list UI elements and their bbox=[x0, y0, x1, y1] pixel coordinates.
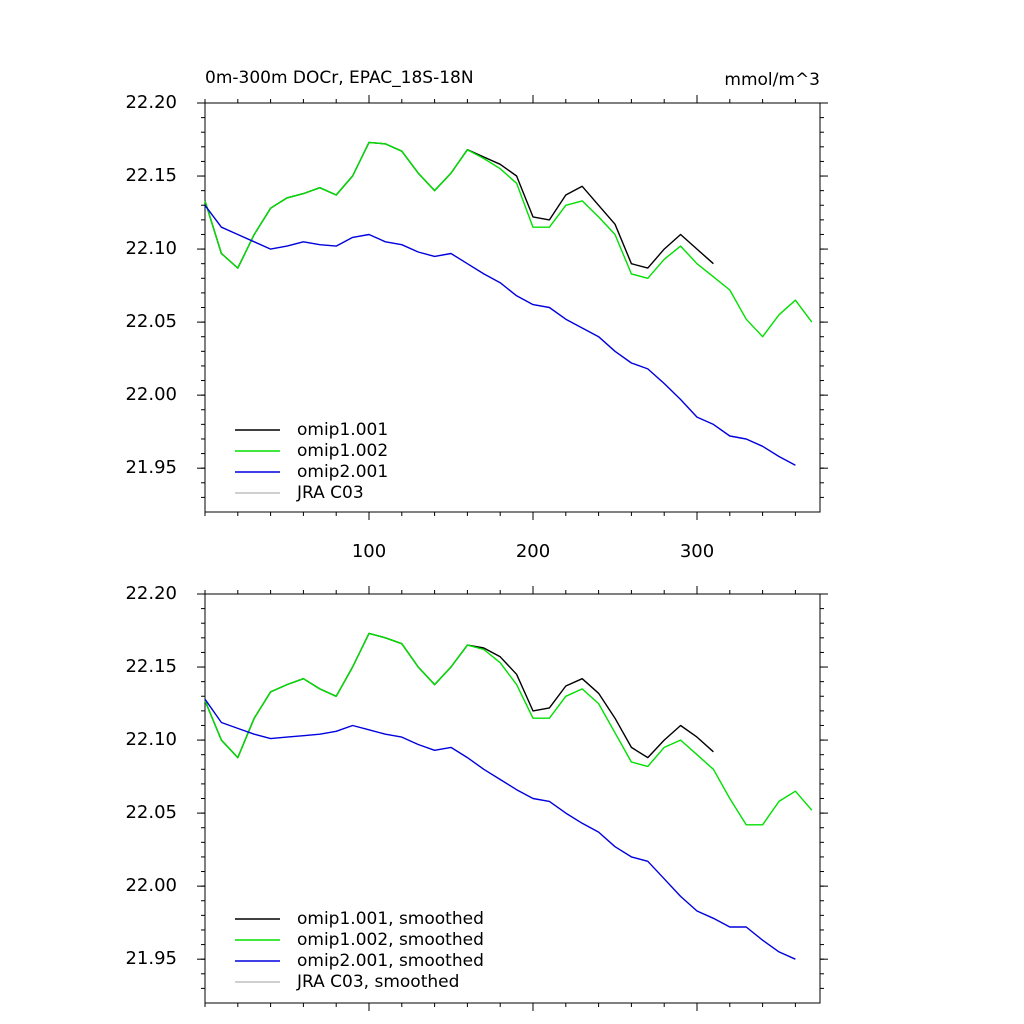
legend-label: omip1.001 bbox=[297, 420, 388, 440]
series-line bbox=[204, 141, 813, 338]
y-tick-label: 22.00 bbox=[125, 384, 177, 405]
legend-label: JRA C03, smoothed bbox=[296, 972, 459, 992]
legend-label: omip2.001 bbox=[297, 462, 388, 482]
y-tick-label: 22.15 bbox=[125, 656, 177, 677]
series-line bbox=[204, 632, 714, 759]
y-tick-label: 22.20 bbox=[125, 92, 177, 113]
legend-label: omip1.002 bbox=[297, 441, 388, 461]
y-tick-label: 22.10 bbox=[125, 238, 177, 259]
series-line bbox=[204, 204, 796, 466]
y-tick-label: 21.95 bbox=[125, 457, 177, 478]
legend-label: omip1.002, smoothed bbox=[297, 930, 484, 950]
x-tick-label: 200 bbox=[516, 541, 550, 562]
y-tick-label: 22.05 bbox=[125, 311, 177, 332]
y-tick-label: 22.00 bbox=[125, 875, 177, 896]
y-tick-label: 22.05 bbox=[125, 802, 177, 823]
y-tick-label: 21.95 bbox=[125, 948, 177, 969]
y-tick-label: 22.10 bbox=[125, 729, 177, 750]
x-tick-label: 100 bbox=[352, 541, 386, 562]
x-tick-label: 300 bbox=[680, 541, 714, 562]
legend-label: omip2.001, smoothed bbox=[297, 951, 484, 971]
series-line bbox=[204, 698, 796, 960]
legend-label: omip1.001, smoothed bbox=[297, 909, 484, 929]
series-line bbox=[204, 632, 813, 826]
units-label: mmol/m^3 bbox=[724, 70, 820, 90]
y-tick-label: 22.15 bbox=[125, 165, 177, 186]
chart-title: 0m-300m DOCr, EPAC_18S-18N bbox=[205, 68, 474, 88]
y-tick-label: 22.20 bbox=[125, 583, 177, 604]
legend-label: JRA C03 bbox=[296, 483, 364, 503]
